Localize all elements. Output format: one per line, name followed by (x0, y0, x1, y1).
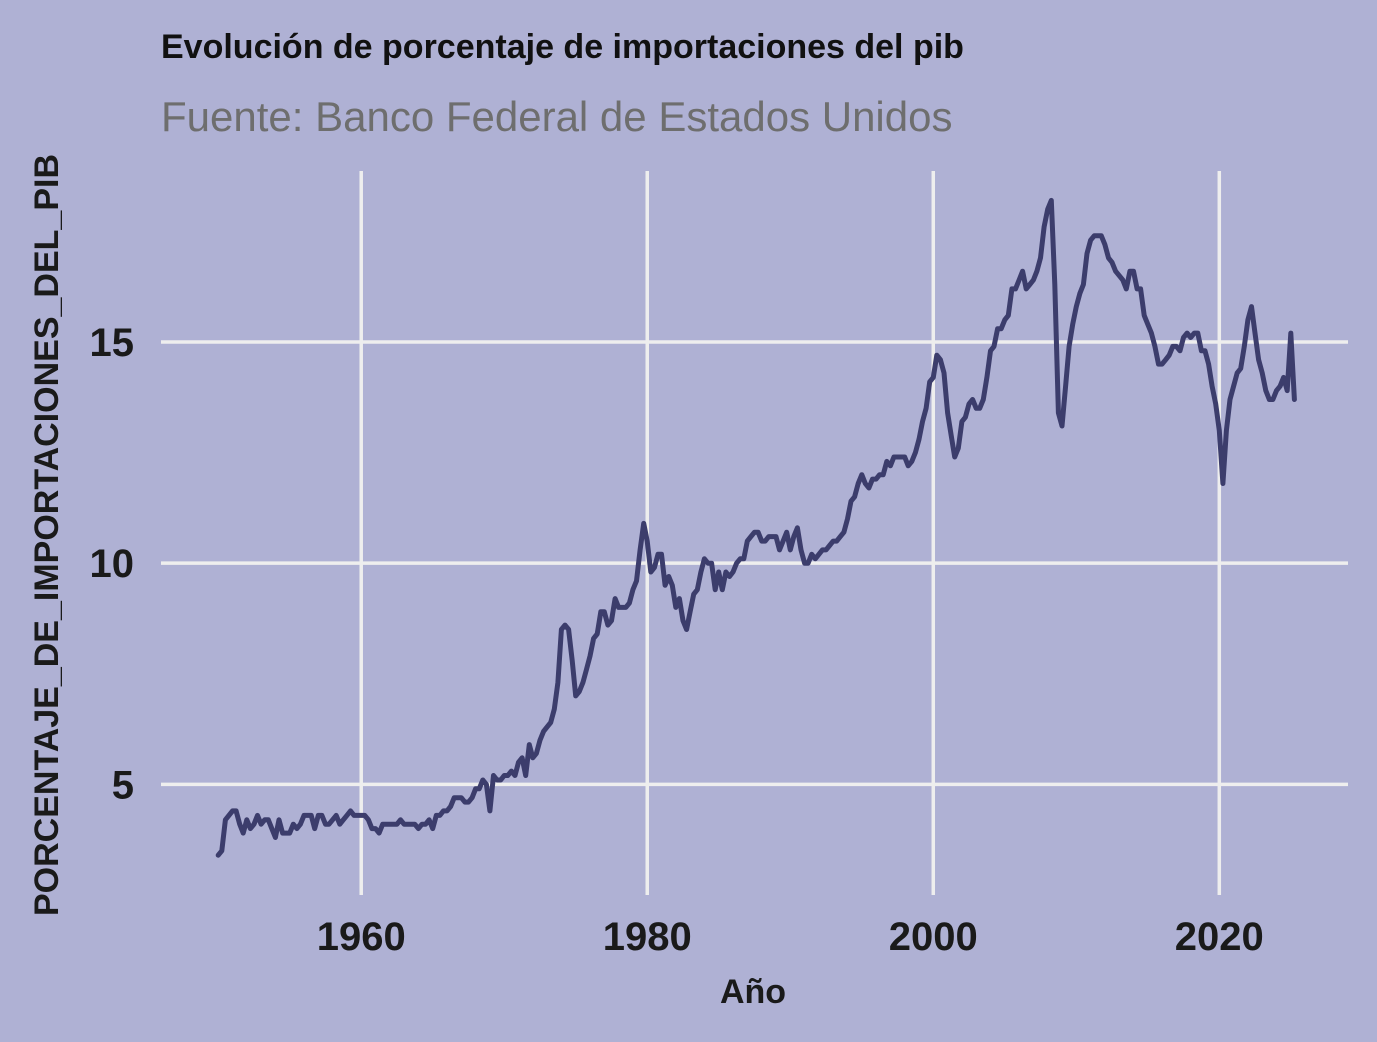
x-tick-label: 2000 (889, 915, 978, 959)
x-tick-label: 2020 (1175, 915, 1264, 959)
chart-title: Evolución de porcentaje de importaciones… (161, 28, 964, 66)
axis-ticks: 1960 1980 2000 2020 5 10 15 (90, 321, 1264, 959)
x-tick-label: 1980 (603, 915, 692, 959)
x-tick-label: 1960 (317, 915, 406, 959)
y-tick-label: 5 (112, 763, 134, 807)
grid (161, 171, 1348, 895)
series-line (215, 197, 1297, 858)
y-tick-label: 10 (90, 542, 135, 586)
y-tick-label: 15 (90, 321, 135, 365)
y-axis-title: PORCENTAJE_DE_IMPORTACIONES_DEL_PIB (28, 154, 66, 916)
x-axis-title: Año (720, 973, 786, 1011)
chart-subtitle: Fuente: Banco Federal de Estados Unidos (161, 93, 952, 140)
